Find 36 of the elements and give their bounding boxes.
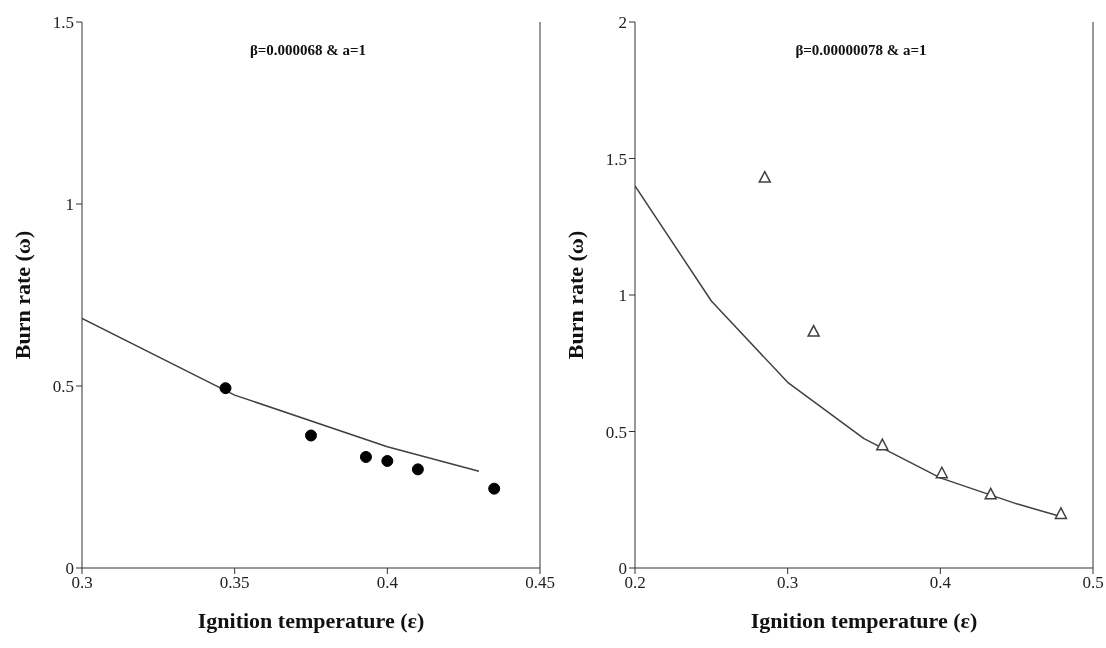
point — [411, 463, 424, 476]
point — [935, 466, 949, 479]
line-series — [82, 317, 480, 472]
point — [758, 170, 772, 183]
annotation: β=0.00000078 & a=1 — [794, 42, 928, 59]
point — [1054, 507, 1068, 520]
x-tick-label: 0.5 — [1082, 573, 1104, 593]
point — [305, 429, 317, 442]
x-tick-label: 0.2 — [624, 573, 646, 593]
y-tick-label: 2 — [618, 13, 627, 33]
y-tick-label: 1.5 — [605, 149, 627, 169]
x-axis-title: Ignition temperature (ε) — [750, 608, 978, 633]
y-tick-label: 0 — [65, 559, 74, 579]
point — [381, 454, 394, 467]
y-tick-label: 1.5 — [52, 13, 74, 33]
y-tick-label: 0.5 — [52, 377, 74, 397]
x-tick-label: 0.4 — [929, 573, 952, 593]
y-tick-label: 1 — [618, 286, 627, 306]
annotation: β=0.000068 & a=1 — [248, 42, 368, 59]
point — [219, 382, 232, 395]
x-tick-label: 0.35 — [219, 573, 250, 593]
x-tick-label: 0.3 — [71, 573, 93, 593]
y-axis-title: Burn rate (ω) — [9, 230, 35, 360]
x-tick-label: 0.45 — [525, 573, 555, 593]
y-tick-label: 0 — [618, 559, 627, 579]
point — [488, 482, 501, 495]
x-tick-label: 0.4 — [376, 573, 399, 593]
x-axis-title: Ignition temperature (ε) — [197, 608, 425, 633]
y-tick-label: 1 — [65, 195, 74, 215]
point — [876, 438, 889, 451]
point — [359, 450, 372, 463]
y-tick-label: 0.5 — [605, 422, 627, 442]
y-axis-title: Burn rate (ω) — [562, 230, 588, 360]
x-tick-label: 0.3 — [777, 573, 799, 593]
point — [984, 487, 997, 500]
point — [807, 324, 820, 337]
